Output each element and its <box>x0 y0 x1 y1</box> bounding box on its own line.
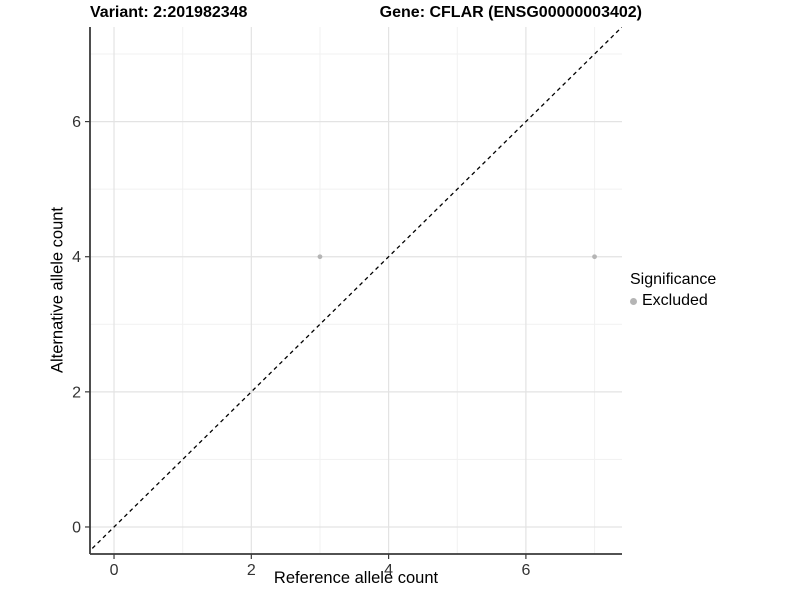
x-tick-label: 6 <box>521 562 530 579</box>
y-tick-label: 0 <box>72 519 81 536</box>
variant-title: Variant: 2:201982348 <box>90 4 248 21</box>
legend-entry-label: Excluded <box>642 292 708 309</box>
x-tick-label: 2 <box>247 562 256 579</box>
legend-entry: Excluded <box>630 292 716 310</box>
gene-title: Gene: CFLAR (ENSG00000003402) <box>379 4 642 21</box>
data-point <box>592 254 597 260</box>
data-point <box>317 254 323 260</box>
legend-title: Significance <box>630 271 717 288</box>
x-tick-label: 4 <box>384 562 393 579</box>
x-tick-label: 0 <box>110 562 119 579</box>
x-axis-title: Reference allele count <box>273 569 439 587</box>
y-axis-title: Alternative allele count <box>48 206 67 374</box>
plot-title-row: Variant: 2:201982348 Gene: CFLAR (ENSG00… <box>90 4 642 22</box>
y-tick-label: 6 <box>72 114 81 131</box>
legend: Significance Excluded <box>630 271 716 310</box>
y-tick-label: 4 <box>72 249 81 266</box>
y-tick-label: 2 <box>72 384 81 401</box>
identity-reference-line <box>90 27 622 552</box>
legend-point-icon <box>630 297 637 305</box>
